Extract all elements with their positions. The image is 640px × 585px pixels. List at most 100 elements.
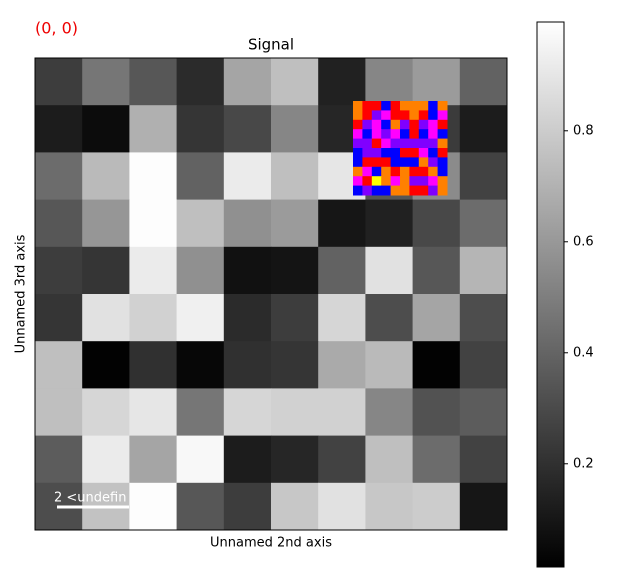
cell — [271, 341, 319, 389]
cell — [223, 199, 272, 248]
patch-cell — [353, 166, 363, 177]
cell — [412, 246, 461, 295]
patch-cell — [362, 101, 373, 111]
patch-cell — [390, 185, 401, 196]
patch-cell — [362, 185, 373, 196]
cell — [176, 435, 225, 484]
patch-cell — [371, 148, 382, 158]
patch-cell — [437, 185, 448, 196]
cell — [318, 482, 366, 531]
patch-cell — [409, 129, 420, 140]
patch-cell — [371, 166, 382, 177]
cell — [271, 294, 319, 342]
patch-cell — [418, 148, 429, 158]
cell — [129, 435, 178, 484]
patch-cell — [353, 148, 363, 158]
cell — [318, 388, 366, 437]
patch-cell — [390, 138, 401, 149]
cell — [412, 388, 461, 437]
cell — [271, 152, 319, 201]
patch-cell — [381, 110, 392, 121]
patch-cell — [428, 110, 439, 121]
cell — [271, 388, 319, 437]
cell — [35, 152, 83, 201]
cell — [82, 199, 130, 248]
patch-cell — [353, 101, 363, 111]
plot-frame — [34, 57, 508, 531]
patch-cell — [371, 138, 382, 149]
cell — [459, 152, 508, 201]
patch-cell — [428, 129, 439, 140]
cell — [223, 105, 272, 153]
patch-cell — [437, 101, 448, 111]
patch-cell — [428, 148, 439, 158]
patch-cell — [409, 157, 420, 168]
patch-cell — [437, 157, 448, 168]
patch-cell — [418, 119, 429, 130]
cell — [365, 246, 414, 295]
cell — [35, 199, 83, 248]
patch-cell — [437, 119, 448, 130]
scale-bar-label: 2 <undefin — [54, 491, 126, 506]
cell — [318, 246, 366, 295]
cell — [223, 341, 272, 389]
cell — [176, 105, 225, 153]
cell — [82, 388, 130, 437]
cell — [35, 341, 83, 389]
cell — [82, 435, 130, 484]
patch-cell — [353, 110, 363, 121]
patch-cell — [381, 157, 392, 168]
patch-cell — [390, 129, 401, 140]
patch-cell — [409, 166, 420, 177]
patch-cell — [381, 185, 392, 196]
cell — [318, 199, 366, 248]
cell — [223, 294, 272, 342]
patch-cell — [400, 166, 410, 177]
cell — [35, 105, 83, 153]
chart-title: Signal — [248, 36, 294, 54]
cell — [412, 482, 461, 531]
patch-cell — [353, 138, 363, 149]
cell — [176, 482, 225, 531]
patch-cell — [371, 176, 382, 187]
patch-cell — [362, 176, 373, 187]
cell — [318, 341, 366, 389]
patch-cell — [400, 148, 410, 158]
cell — [271, 246, 319, 295]
cell — [82, 246, 130, 295]
colorbar-tick-label: 0.4 — [573, 345, 594, 360]
cell — [412, 58, 461, 106]
cell — [459, 294, 508, 342]
patch-cell — [409, 138, 420, 149]
patch-cell — [362, 138, 373, 149]
patch-cell — [390, 148, 401, 158]
patch-cell — [418, 176, 429, 187]
patch-cell — [409, 148, 420, 158]
patch-cell — [400, 119, 410, 130]
cell — [35, 58, 83, 106]
patch-cell — [381, 138, 392, 149]
patch-cell — [381, 176, 392, 187]
cell — [176, 341, 225, 389]
patch-cell — [437, 129, 448, 140]
patch-cell — [371, 101, 382, 111]
patch-cell — [371, 157, 382, 168]
patch-cell — [409, 110, 420, 121]
patch-cell — [362, 119, 373, 130]
cell — [176, 199, 225, 248]
patch-cell — [418, 138, 429, 149]
cell — [176, 246, 225, 295]
cell — [365, 341, 414, 389]
coordinates: (0, 0) — [35, 19, 78, 38]
cell — [412, 435, 461, 484]
patch-cell — [418, 185, 429, 196]
patch-cell — [390, 176, 401, 187]
cell — [459, 341, 508, 389]
patch-cell — [400, 129, 410, 140]
patch-cell — [428, 176, 439, 187]
patch-cell — [437, 138, 448, 149]
patch-cell — [371, 129, 382, 140]
patch-cell — [437, 110, 448, 121]
cell — [459, 58, 508, 106]
cell — [129, 294, 178, 342]
